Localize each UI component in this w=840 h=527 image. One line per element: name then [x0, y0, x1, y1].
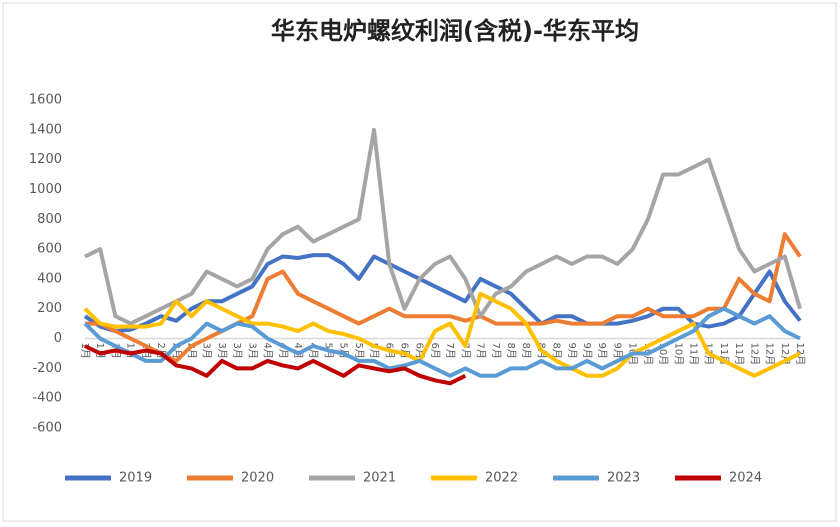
y-tick-label: -200	[32, 361, 62, 376]
y-tick-label: 0	[54, 331, 62, 346]
x-tick-label: 3月	[231, 343, 243, 359]
x-tick-label: 7月	[475, 343, 487, 359]
legend-label: 2022	[485, 471, 518, 486]
x-tick-label: 10月	[672, 343, 684, 366]
x-tick-label: 4月	[292, 343, 304, 359]
x-tick-label: 5月	[353, 343, 365, 359]
x-tick-label: 8月	[551, 343, 563, 359]
x-tick-label: 3月	[246, 343, 258, 359]
x-tick-label: 3月	[201, 343, 213, 359]
y-tick-label: 600	[37, 242, 62, 257]
y-tick-label: 1400	[29, 122, 62, 137]
x-tick-label: 8月	[520, 343, 532, 359]
series-line	[84, 344, 467, 386]
series-line	[85, 232, 802, 363]
y-tick-label: 200	[37, 301, 62, 316]
x-tick-label: 1月	[79, 343, 91, 359]
x-tick-label: 3月	[216, 343, 228, 359]
x-tick-label: 7月	[444, 343, 456, 359]
legend-label: 2019	[119, 471, 152, 486]
legend-label: 2021	[363, 471, 396, 486]
x-tick-label: 7月	[459, 343, 471, 359]
y-tick-label: 800	[37, 212, 62, 227]
y-tick-label: 1000	[29, 182, 62, 197]
series-line	[83, 291, 801, 378]
legend-label: 2024	[729, 471, 762, 486]
x-tick-label: 12月	[748, 343, 760, 366]
y-tick-label: 400	[37, 271, 62, 286]
x-tick-label: 9月	[566, 343, 578, 359]
x-tick-label: 9月	[611, 343, 623, 359]
y-tick-label: -400	[32, 391, 62, 406]
x-tick-label: 9月	[596, 343, 608, 359]
legend-label: 2020	[241, 471, 274, 486]
x-tick-label: 8月	[505, 343, 517, 359]
x-tick-label: 6月	[429, 343, 441, 359]
series-line	[83, 306, 801, 378]
chart-title: 华东电炉螺纹利润(含税)-华东平均	[271, 17, 639, 45]
y-tick-label: 1200	[29, 152, 62, 167]
y-tick-label: -600	[32, 421, 62, 436]
series-line	[84, 127, 802, 326]
x-tick-label: 11月	[733, 343, 745, 366]
x-tick-label: 11月	[688, 343, 700, 366]
y-tick-label: 1600	[29, 93, 62, 108]
x-tick-label: 9月	[581, 343, 593, 359]
x-tick-label: 4月	[262, 343, 274, 359]
x-tick-label: 12月	[764, 343, 776, 366]
x-tick-label: 7月	[490, 343, 502, 359]
legend-label: 2023	[607, 471, 640, 486]
